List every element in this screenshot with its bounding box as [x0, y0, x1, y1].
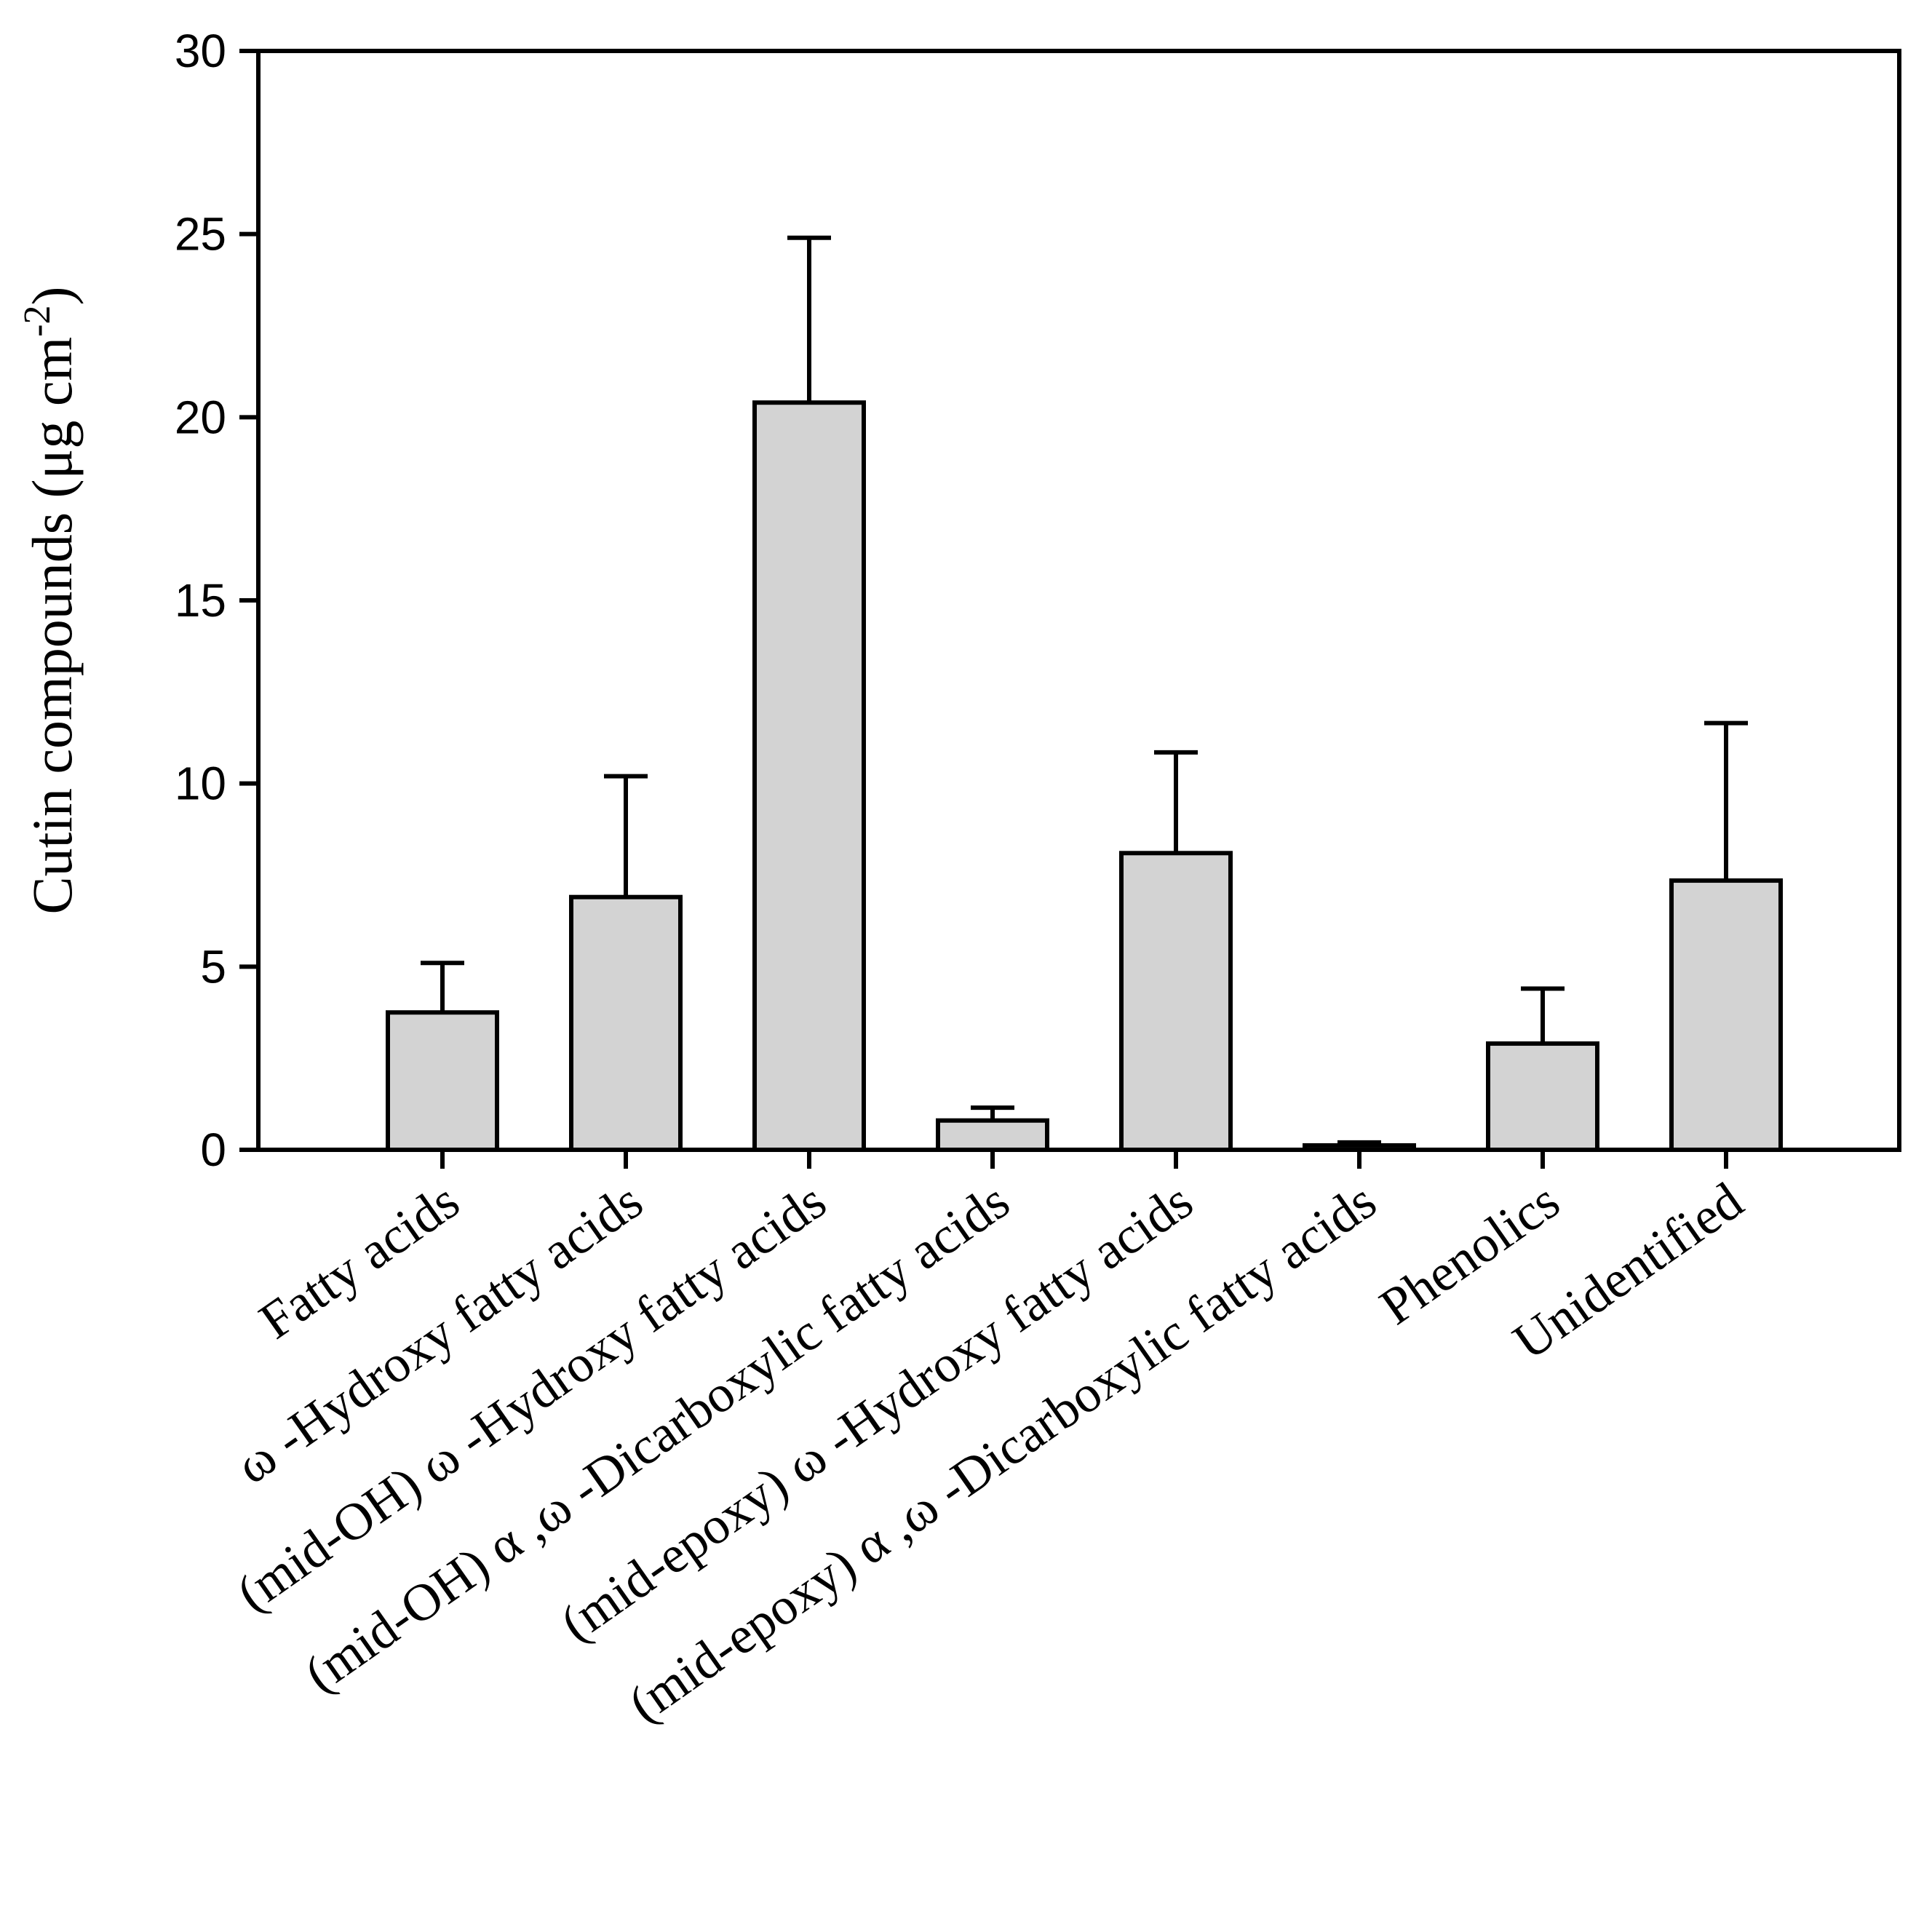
- bar-1: [569, 894, 683, 1152]
- y-tick-label-0: 0: [200, 1124, 226, 1176]
- plot-frame: [256, 49, 1901, 1152]
- bar-0: [386, 1010, 499, 1152]
- y-axis: 0 5 10 15 20 25 30: [175, 25, 258, 1176]
- bar-5: [1303, 1143, 1416, 1152]
- y-tick-label-3: 15: [175, 574, 226, 627]
- bar-4: [1119, 851, 1233, 1153]
- y-axis-title: Cutin compounds (μg cm-2): [17, 287, 84, 915]
- bar-2: [752, 400, 866, 1153]
- bar-3: [936, 1118, 1049, 1152]
- bar-6: [1486, 1041, 1599, 1152]
- x-axis-ticks: [440, 1150, 1728, 1169]
- y-tick-label-2: 10: [175, 758, 226, 810]
- bar-7: [1669, 878, 1783, 1153]
- y-tick-label-1: 5: [200, 940, 226, 993]
- y-tick-label-6: 30: [175, 25, 226, 77]
- bar-series: [386, 235, 1783, 1153]
- y-tick-label-5: 25: [175, 208, 226, 261]
- y-tick-label-4: 20: [175, 391, 226, 443]
